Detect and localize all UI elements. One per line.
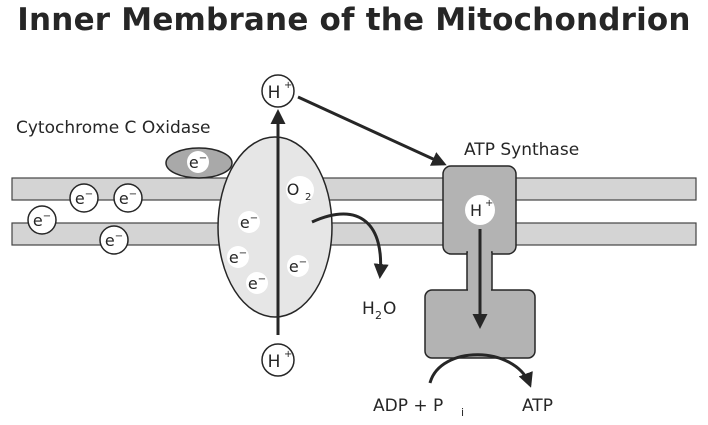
water-formation-arrow (311, 212, 389, 279)
electron-carrier: e− (69, 183, 99, 213)
svg-text:+: + (284, 80, 292, 91)
diagram-title: Inner Membrane of the Mitochondrion (17, 2, 691, 38)
oxygen-molecule: O 2 (286, 176, 314, 204)
cytochrome-c-oxidase-label: Cytochrome C Oxidase (16, 118, 211, 138)
svg-text:e−: e− (289, 257, 307, 276)
electron-carrier: e− (113, 183, 143, 213)
electron-carrier: e− (227, 246, 249, 268)
membrane-lower-layer (11, 222, 697, 246)
proton-in-synthase: H + (465, 195, 495, 225)
svg-text:e−: e− (105, 231, 123, 250)
svg-text:e−: e− (75, 189, 93, 208)
electron-carrier: e− (238, 211, 260, 233)
electron-carrier: e− (287, 255, 309, 277)
proton-flow-arrow (297, 95, 447, 166)
svg-text:e−: e− (189, 153, 207, 172)
svg-text:e−: e− (248, 274, 266, 293)
proton-bottom: H + (261, 343, 295, 377)
svg-text:e−: e− (33, 211, 51, 230)
cytochrome-c-oxidase (217, 136, 333, 318)
svg-text:2: 2 (375, 309, 382, 322)
svg-text:e−: e− (240, 213, 258, 232)
svg-text:+: + (485, 198, 493, 209)
svg-text:O: O (383, 299, 396, 319)
svg-text:H: H (470, 201, 482, 220)
svg-text:H: H (268, 83, 281, 103)
electron-carrier: e− (27, 205, 57, 235)
electron-carrier: e− (187, 151, 209, 173)
svg-text:H: H (362, 299, 375, 319)
adp-label: ADP + P i (373, 396, 464, 419)
svg-text:ADP + P: ADP + P (373, 396, 443, 416)
water-label: H 2 O (362, 299, 396, 322)
atp-label: ATP (522, 396, 553, 416)
svg-text:+: + (284, 349, 292, 360)
svg-text:i: i (461, 406, 464, 419)
atp-synthase-label: ATP Synthase (464, 140, 579, 160)
svg-text:e−: e− (229, 248, 247, 267)
svg-text:2: 2 (305, 192, 311, 203)
membrane-upper-layer (11, 177, 697, 201)
svg-text:O: O (287, 180, 300, 199)
electron-carrier: e− (99, 225, 129, 255)
electron-carrier: e− (246, 272, 268, 294)
svg-text:e−: e− (119, 189, 137, 208)
atp-production-arrow (428, 353, 533, 388)
svg-text:H: H (268, 352, 281, 372)
proton-top: H + (261, 74, 295, 108)
